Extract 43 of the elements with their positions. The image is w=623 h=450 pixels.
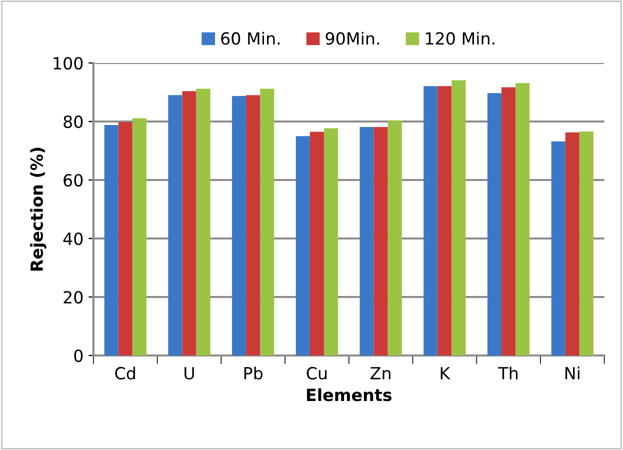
x-tick-label: Zn bbox=[370, 367, 390, 380]
legend-label: 60 Min. bbox=[221, 32, 280, 45]
bar bbox=[232, 96, 246, 356]
bar bbox=[502, 87, 516, 356]
x-tick-label: Cd bbox=[115, 366, 135, 380]
bar bbox=[551, 141, 566, 356]
y-tick-label: 0 bbox=[74, 349, 83, 362]
y-axis-title: Rejection (%) bbox=[30, 148, 46, 271]
bar bbox=[132, 118, 146, 356]
legend-label: 120 Min. bbox=[426, 32, 494, 45]
bar bbox=[487, 93, 502, 356]
y-tick-label: 60 bbox=[64, 174, 83, 187]
y-tick-label: 80 bbox=[64, 115, 83, 128]
x-axis-title: Elements bbox=[307, 388, 392, 402]
x-tick-label: Ni bbox=[565, 366, 580, 380]
x-tick-label: Pb bbox=[244, 366, 262, 380]
bar bbox=[168, 95, 182, 356]
y-tick-label: 40 bbox=[63, 232, 83, 246]
bar bbox=[516, 83, 530, 356]
bar bbox=[310, 132, 324, 356]
bar bbox=[118, 122, 132, 356]
bar bbox=[296, 136, 310, 356]
bar bbox=[374, 127, 388, 356]
bar bbox=[182, 91, 196, 356]
bar bbox=[246, 95, 260, 356]
bar bbox=[424, 86, 438, 356]
bar bbox=[452, 80, 466, 356]
x-tick-label: Cu bbox=[306, 366, 327, 380]
bar bbox=[579, 131, 594, 356]
bar bbox=[438, 86, 452, 356]
bar bbox=[360, 127, 374, 356]
legend-label: 90Min. bbox=[326, 32, 379, 45]
y-tick-label: 100 bbox=[54, 56, 83, 70]
y-tick-label: 20 bbox=[64, 290, 83, 304]
bar bbox=[104, 125, 118, 356]
x-tick-label: Th bbox=[498, 366, 518, 380]
bar bbox=[565, 132, 580, 356]
bar bbox=[388, 120, 402, 356]
x-tick-label: U bbox=[184, 367, 194, 380]
bar bbox=[196, 88, 210, 356]
bar bbox=[260, 88, 274, 356]
bar bbox=[324, 128, 338, 356]
x-tick-label: K bbox=[440, 367, 450, 380]
